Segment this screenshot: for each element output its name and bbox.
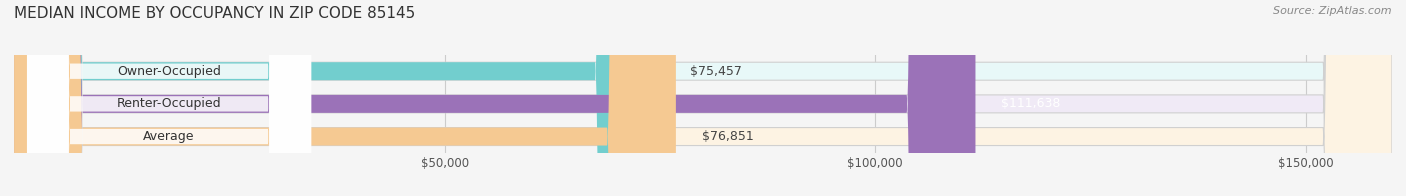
FancyBboxPatch shape: [14, 0, 664, 196]
FancyBboxPatch shape: [27, 0, 311, 196]
Text: Renter-Occupied: Renter-Occupied: [117, 97, 221, 110]
FancyBboxPatch shape: [27, 0, 311, 196]
Text: $76,851: $76,851: [702, 130, 754, 143]
FancyBboxPatch shape: [27, 0, 311, 196]
Text: MEDIAN INCOME BY OCCUPANCY IN ZIP CODE 85145: MEDIAN INCOME BY OCCUPANCY IN ZIP CODE 8…: [14, 6, 415, 21]
Text: $111,638: $111,638: [1001, 97, 1060, 110]
Text: Average: Average: [143, 130, 195, 143]
FancyBboxPatch shape: [14, 0, 976, 196]
FancyBboxPatch shape: [14, 0, 1392, 196]
Text: Source: ZipAtlas.com: Source: ZipAtlas.com: [1274, 6, 1392, 16]
FancyBboxPatch shape: [14, 0, 1392, 196]
Text: Owner-Occupied: Owner-Occupied: [117, 65, 221, 78]
FancyBboxPatch shape: [14, 0, 676, 196]
Text: $75,457: $75,457: [690, 65, 741, 78]
FancyBboxPatch shape: [14, 0, 1392, 196]
